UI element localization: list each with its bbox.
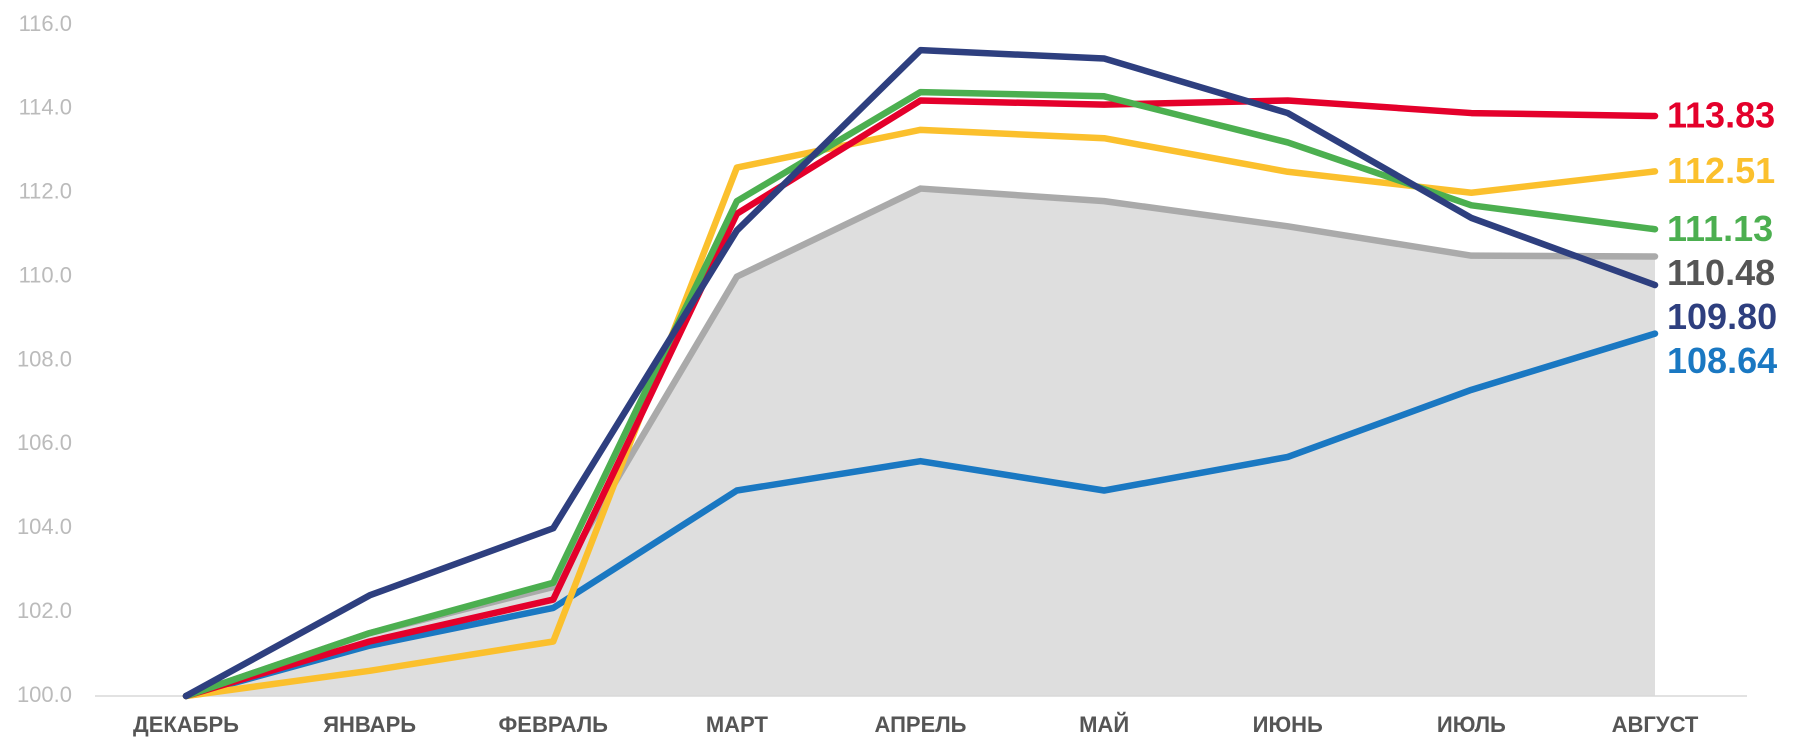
- data-label: 113.83: [1667, 95, 1775, 136]
- area: [186, 188, 1655, 696]
- y-tick-label: 116.0: [19, 11, 72, 36]
- x-tick-label: ФЕВРАЛЬ: [499, 712, 609, 737]
- y-tick-label: 114.0: [19, 95, 72, 120]
- x-tick-label: ДЕКАБРЬ: [133, 712, 239, 737]
- x-tick-label: ЯНВАРЬ: [323, 712, 416, 737]
- y-tick-label: 104.0: [17, 514, 72, 539]
- line: [182, 97, 1659, 700]
- data-label: 112.51: [1667, 150, 1775, 191]
- line: [182, 46, 1659, 700]
- data-label: 109.80: [1667, 296, 1777, 337]
- x-tick-label: МАРТ: [706, 712, 769, 737]
- x-tick-label: АВГУСТ: [1612, 712, 1699, 737]
- x-tick-label: МАЙ: [1079, 712, 1129, 737]
- y-tick-label: 112.0: [19, 179, 72, 204]
- data-label: 111.13: [1667, 208, 1773, 249]
- data-label: 108.64: [1667, 340, 1777, 381]
- x-tick-label: ИЮЛЬ: [1437, 712, 1506, 737]
- data-label: 110.48: [1667, 252, 1775, 293]
- y-tick-label: 100.0: [17, 682, 72, 707]
- y-tick-label: 102.0: [17, 598, 72, 623]
- line: [182, 330, 1659, 700]
- y-tick-label: 108.0: [17, 346, 72, 371]
- x-tick-label: ИЮНЬ: [1253, 712, 1323, 737]
- y-tick-label: 106.0: [17, 430, 72, 455]
- x-tick-label: АПРЕЛЬ: [874, 712, 966, 737]
- y-tick-label: 110.0: [19, 262, 72, 287]
